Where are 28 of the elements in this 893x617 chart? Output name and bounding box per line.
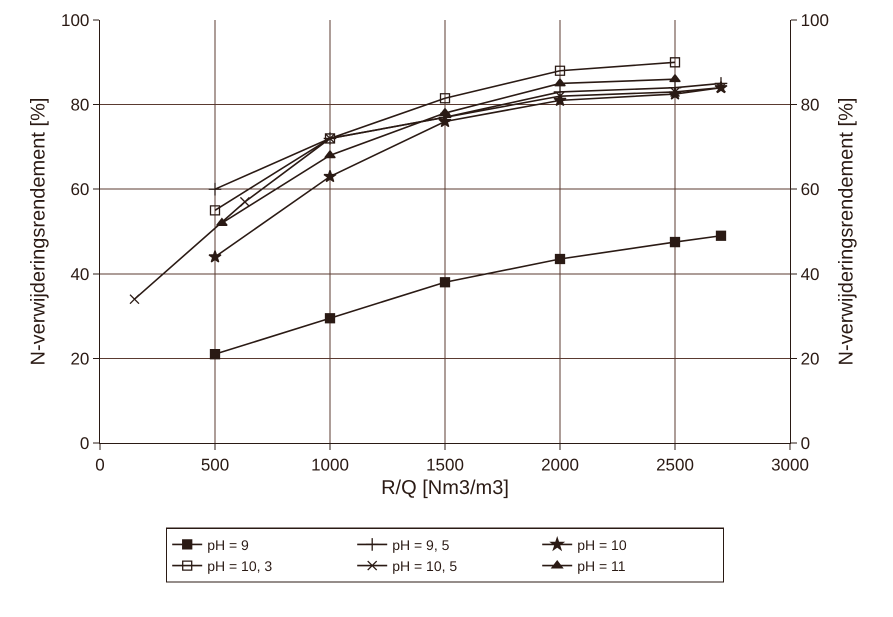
legend-label: pH = 9, 5	[392, 536, 450, 553]
x-tick-label: 2000	[541, 456, 579, 475]
y2-axis-title: N-verwijderingsrendement [%]	[835, 98, 858, 366]
y-tick-label: 0	[80, 434, 90, 453]
y2-tick-label: 40	[800, 264, 820, 284]
x-tick-label: 1500	[426, 456, 464, 475]
x-tick-label: 0	[95, 456, 105, 475]
legend-label: pH = 10, 3	[207, 558, 272, 574]
y2-tick-label: 0	[800, 434, 810, 453]
y2-tick-label: 60	[800, 180, 820, 200]
y-axis-title: N-verwijderingsrendement [%]	[28, 98, 50, 366]
y2-tick-label: 100	[800, 10, 829, 30]
x-tick-label: 2500	[656, 456, 694, 475]
legend-label: pH = 10	[577, 536, 627, 553]
legend-label: pH = 9	[207, 536, 250, 553]
y2-tick-label: 80	[800, 96, 820, 115]
x-tick-label: 1000	[311, 456, 349, 475]
y-tick-label: 100	[61, 10, 90, 30]
y-tick-label: 60	[70, 180, 90, 200]
y-tick-label: 80	[70, 96, 90, 115]
legend-label: pH = 10, 5	[392, 558, 458, 574]
y2-tick-label: 20	[800, 349, 820, 368]
legend-label: pH = 11	[577, 558, 626, 574]
x-tick-label: 3000	[771, 456, 809, 475]
y-tick-label: 40	[70, 264, 90, 284]
y-tick-label: 20	[70, 349, 90, 368]
x-tick-label: 500	[200, 456, 230, 475]
x-axis-title: R/Q [Nm3/m3]	[381, 477, 509, 499]
